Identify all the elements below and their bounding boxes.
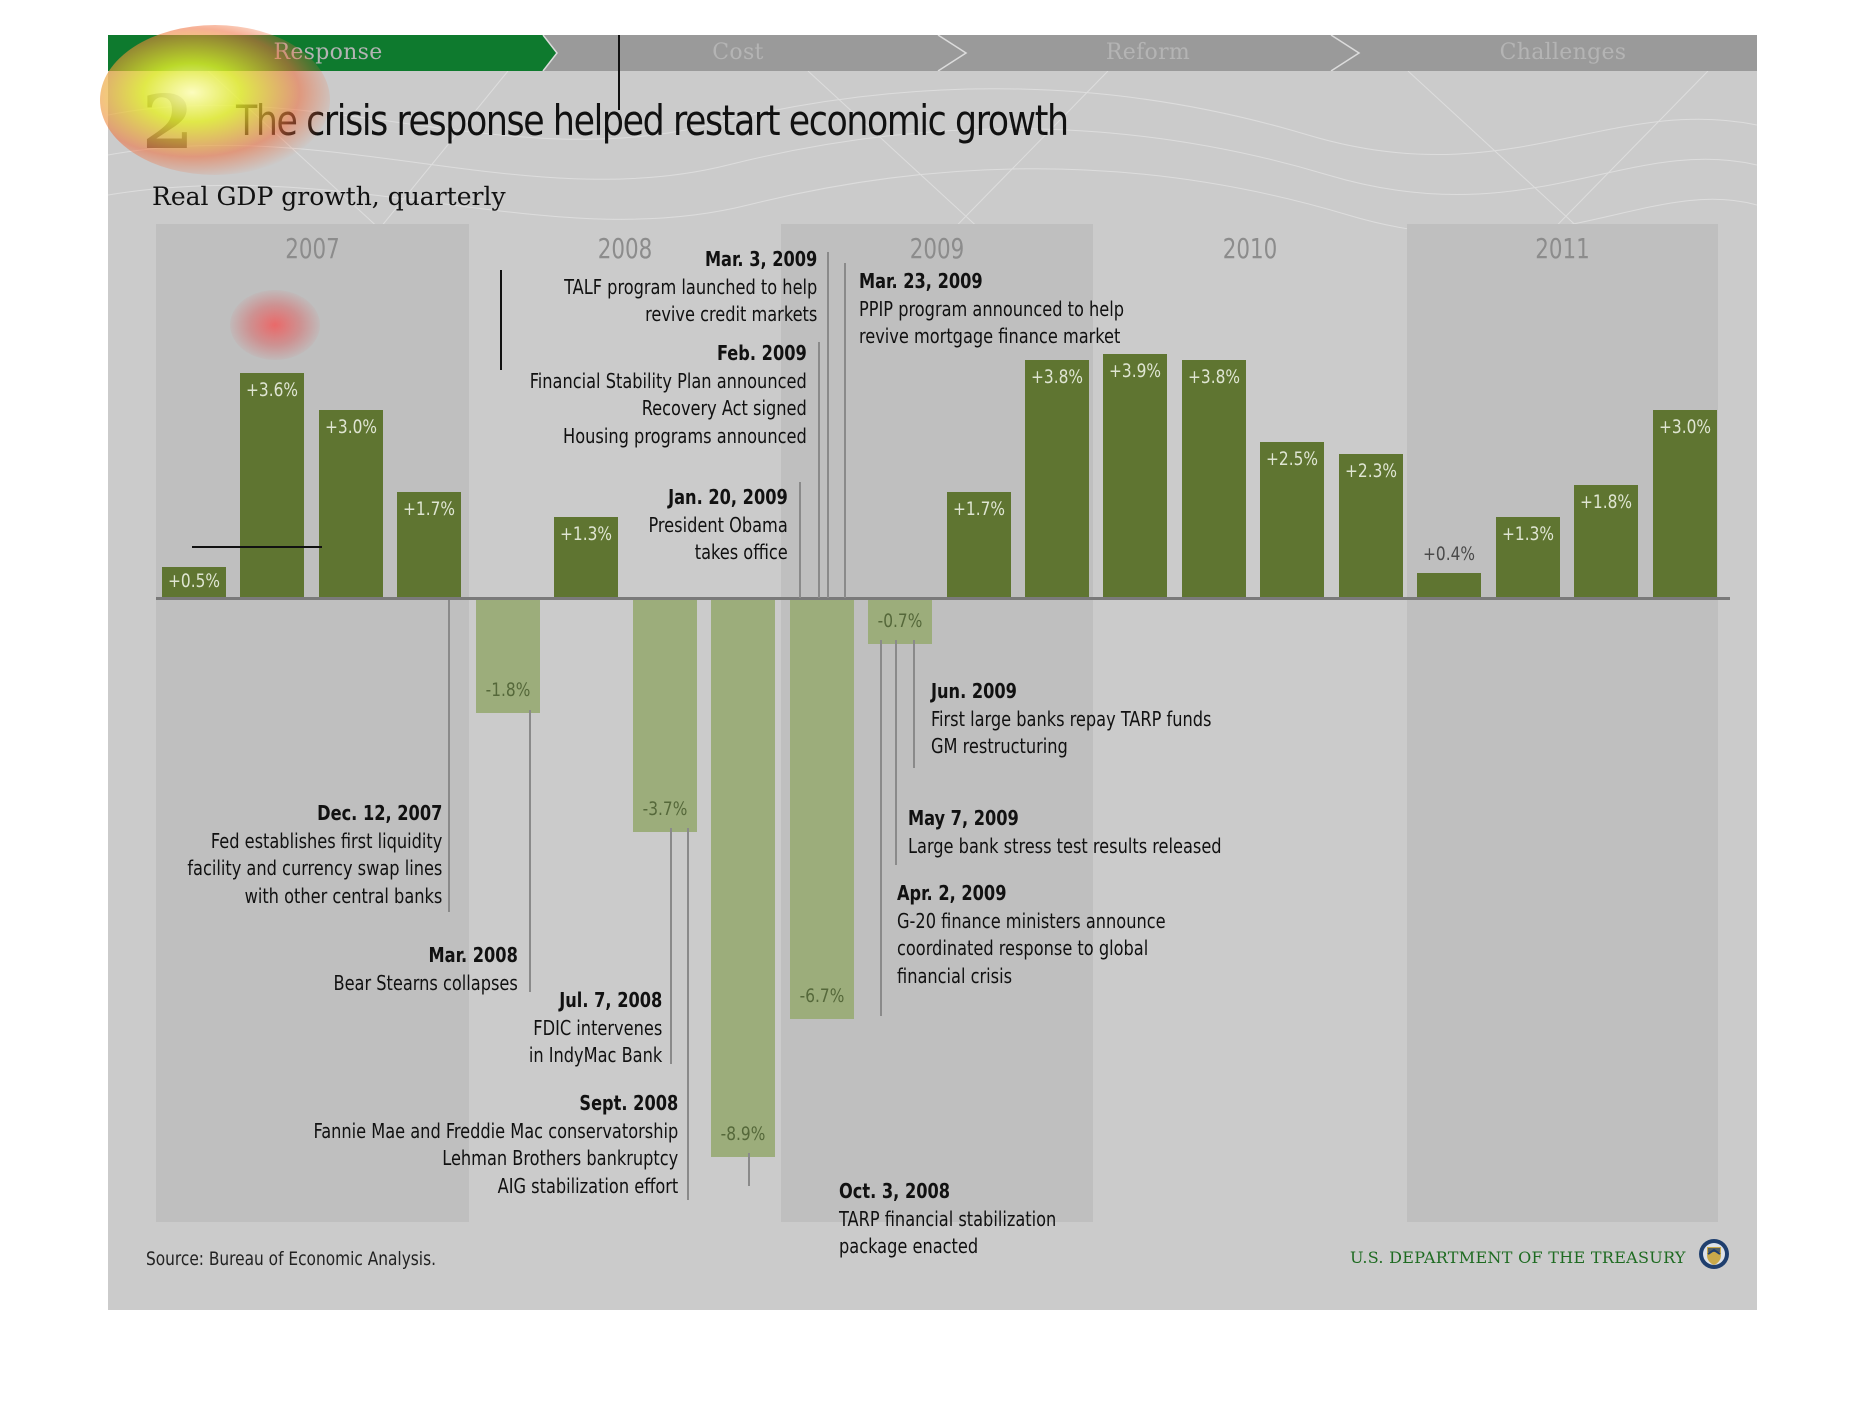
cursor-hline xyxy=(192,546,322,548)
bar-2011-q2 xyxy=(1495,516,1560,598)
leader-dec-2007 xyxy=(448,600,450,912)
annotation-mar23-2009: Mar. 23, 2009 PPIP program announced to … xyxy=(859,269,1125,348)
annotation-mar-2008: Mar. 2008 Bear Stearns collapses xyxy=(333,943,518,995)
bar-value-label: +1.3% xyxy=(1501,522,1554,545)
bar-value-label: +3.0% xyxy=(1658,416,1711,439)
annotation-oct-2008: Oct. 3, 2008 TARP financial stabilizatio… xyxy=(839,1179,1057,1258)
year-label-2008: 2008 xyxy=(597,232,653,265)
bar-2011-q4 xyxy=(1652,410,1717,598)
bar-value-label: +0.5% xyxy=(168,570,220,592)
bar-2010-q1 xyxy=(1103,353,1168,598)
bar-value-label: -8.9% xyxy=(720,1123,766,1146)
bar-value-label: -1.8% xyxy=(485,678,531,701)
leader-mar23-2009 xyxy=(844,263,846,598)
section-nav: Response Cost Reform Challenges xyxy=(108,35,1757,71)
annotation-apr-2009: Apr. 2, 2009 G-20 finance ministers anno… xyxy=(897,881,1166,988)
bar-2007-q4 xyxy=(397,491,462,598)
leader-apr-2009 xyxy=(880,640,882,1016)
leader-mar-2008 xyxy=(529,710,531,992)
bar-2009-q4 xyxy=(1024,360,1089,598)
annotation-mar3-2009: Mar. 3, 2009 TALF program launched to he… xyxy=(563,247,817,326)
year-label-2011: 2011 xyxy=(1535,232,1590,265)
leader-may-2009 xyxy=(895,640,897,865)
bar-2008-q1 xyxy=(475,600,540,713)
source-note: Source: Bureau of Economic Analysis. xyxy=(146,1248,436,1270)
year-label-2010: 2010 xyxy=(1222,232,1278,265)
bar-2011-q3 xyxy=(1574,485,1639,598)
annotation-dec-2007: Dec. 12, 2007 Fed establishes first liqu… xyxy=(186,801,442,908)
section-number: 2 xyxy=(142,80,194,166)
leader-mar3-2009 xyxy=(827,252,829,598)
bar-value-label: +3.0% xyxy=(324,416,377,439)
tab-cost[interactable]: Cost xyxy=(712,40,764,65)
leader-feb-2009 xyxy=(818,342,820,598)
annotation-jul-2008: Jul. 7, 2008 FDIC intervenes in IndyMac … xyxy=(528,988,662,1067)
bar-value-label: -0.7% xyxy=(877,609,923,632)
bar-2007-q3 xyxy=(318,410,383,598)
bar-2009-q2 xyxy=(868,600,933,644)
bar-value-label: +1.7% xyxy=(952,497,1005,520)
bar-2008-q2 xyxy=(554,516,619,598)
treasury-wordmark: U.S. DEPARTMENT OF THE TREASURY xyxy=(1350,1248,1686,1267)
cursor-line xyxy=(618,35,620,110)
bar-value-label: +2.3% xyxy=(1344,460,1397,483)
tab-reform[interactable]: Reform xyxy=(1105,40,1191,65)
bar-value-label: +0.4% xyxy=(1423,542,1476,565)
annotation-jan-2009: Jan. 20, 2009 President Obama takes offi… xyxy=(648,485,788,564)
bar-value-label: +3.6% xyxy=(246,378,299,401)
bar-2007-q2 xyxy=(240,372,305,598)
chart-title: Real GDP growth, quarterly xyxy=(152,182,506,211)
bar-value-label: +1.3% xyxy=(560,522,613,545)
bar-2009-q1 xyxy=(789,600,854,1020)
zero-axis xyxy=(156,597,1730,600)
leader-jun-2009 xyxy=(913,640,915,768)
bar-value-label: +1.8% xyxy=(1580,491,1633,514)
bar-2010-q4 xyxy=(1338,454,1403,598)
annotation-jun-2009: Jun. 2009 First large banks repay TARP f… xyxy=(931,679,1212,758)
bar-2007-q1 xyxy=(162,566,226,598)
leader-oct-2008 xyxy=(748,1153,750,1186)
bar-value-label: +3.9% xyxy=(1109,359,1162,382)
bar-2010-q3 xyxy=(1260,441,1325,598)
year-label-2007: 2007 xyxy=(285,232,340,265)
year-label-2009: 2009 xyxy=(909,232,965,265)
bar-2010-q2 xyxy=(1181,360,1246,598)
year-band-2007 xyxy=(156,224,469,1222)
tab-challenges[interactable]: Challenges xyxy=(1499,40,1627,65)
year-band-2011 xyxy=(1407,224,1718,1222)
annotation-feb-2009: Feb. 2009 Financial Stability Plan annou… xyxy=(530,341,807,448)
bar-2008-q4 xyxy=(711,600,776,1158)
leader-jul-2008 xyxy=(670,828,672,1064)
bar-2009-q3 xyxy=(946,491,1011,598)
annotation-sept-2008: Sept. 2008 Fannie Mae and Freddie Mac co… xyxy=(313,1091,678,1198)
bar-value-label: +2.5% xyxy=(1266,447,1319,470)
tab-response[interactable]: Response xyxy=(273,40,383,65)
bar-value-label: -3.7% xyxy=(642,797,688,820)
bar-value-label: +3.8% xyxy=(1187,366,1240,389)
annotation-may-2009: May 7, 2009 Large bank stress test resul… xyxy=(908,806,1222,858)
bar-value-label: -6.7% xyxy=(799,985,844,1008)
bar-value-label: +3.8% xyxy=(1030,366,1083,389)
page-title: The crisis response helped restart econo… xyxy=(236,96,1069,145)
leader-jan-2009 xyxy=(799,482,801,598)
bar-2011-q1 xyxy=(1417,572,1482,598)
leader-sept-2008 xyxy=(687,828,689,1200)
treasury-seal-icon xyxy=(1699,1239,1729,1269)
bar-2008-q3 xyxy=(632,600,697,832)
bar-value-label: +1.7% xyxy=(403,497,456,520)
leader-talf-bracket xyxy=(500,270,502,370)
